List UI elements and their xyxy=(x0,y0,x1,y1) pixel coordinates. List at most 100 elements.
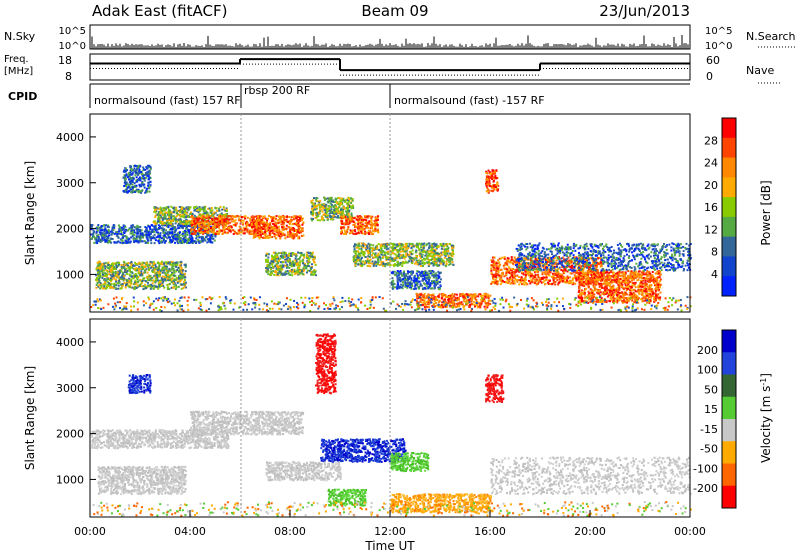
power-data-point xyxy=(346,206,349,209)
power-data-point xyxy=(145,227,148,230)
power-data-point xyxy=(254,222,257,225)
power-data-point xyxy=(138,185,141,188)
power-data-point xyxy=(340,222,343,225)
power-data-point xyxy=(126,183,129,186)
power-data-point xyxy=(306,269,309,272)
power-data-point xyxy=(154,239,157,242)
power-data-point xyxy=(183,207,186,210)
power-data-point xyxy=(157,274,160,277)
power-data-point xyxy=(213,219,216,222)
power-data-point xyxy=(222,228,225,231)
power-data-point xyxy=(123,281,126,284)
power-data-point xyxy=(292,263,295,266)
power-data-point xyxy=(166,237,169,240)
power-data-point xyxy=(438,255,441,258)
power-data-point xyxy=(370,246,373,249)
power-data-point xyxy=(329,218,332,221)
power-data-point xyxy=(290,216,293,219)
power-data-point xyxy=(265,224,268,227)
power-data-point xyxy=(131,186,134,189)
power-data-point xyxy=(258,232,261,235)
power-data-point xyxy=(115,241,118,244)
power-data-point xyxy=(101,234,104,237)
power-data-point xyxy=(163,261,166,264)
power-data-point xyxy=(195,216,198,219)
power-data-point xyxy=(141,176,144,179)
power-data-point xyxy=(105,272,108,275)
power-data-point xyxy=(332,214,335,217)
power-data-point xyxy=(299,217,302,220)
power-data-point xyxy=(214,235,217,238)
power-data-point xyxy=(161,241,164,244)
power-data-point xyxy=(134,275,137,278)
power-data-point xyxy=(177,280,180,283)
power-data-point xyxy=(142,168,145,171)
power-data-point xyxy=(367,229,370,232)
power-data-point xyxy=(159,283,162,286)
power-data-point xyxy=(366,257,369,260)
power-data-point xyxy=(121,278,124,281)
power-data-point xyxy=(183,263,186,266)
power-data-point xyxy=(122,227,125,230)
power-data-point xyxy=(145,231,148,234)
power-data-point xyxy=(441,251,444,254)
power-data-point xyxy=(139,230,142,233)
power-data-point xyxy=(98,237,101,240)
power-data-point xyxy=(159,214,162,217)
power-data-point xyxy=(336,202,339,205)
power-data-point xyxy=(154,222,157,225)
power-data-point xyxy=(191,236,194,239)
power-data-point xyxy=(246,230,249,233)
power-data-point xyxy=(402,248,405,251)
power-data-point xyxy=(180,278,183,281)
power-data-point xyxy=(162,284,165,287)
power-data-point xyxy=(155,222,158,225)
power-data-point xyxy=(136,229,139,232)
power-data-point xyxy=(141,263,144,266)
power-data-point xyxy=(165,262,168,265)
power-data-point xyxy=(109,265,112,268)
power-data-point xyxy=(129,232,132,235)
power-data-point xyxy=(215,207,218,210)
power-data-point xyxy=(101,272,104,275)
power-data-point xyxy=(142,267,145,270)
power-data-point xyxy=(99,273,102,276)
power-data-point xyxy=(157,239,160,242)
power-data-point xyxy=(406,261,409,264)
power-data-point xyxy=(234,224,237,227)
power-data-point xyxy=(200,227,203,230)
power-data-point xyxy=(360,230,363,233)
power-data-point xyxy=(177,209,180,212)
power-data-point xyxy=(376,217,379,220)
power-data-point xyxy=(286,233,289,236)
power-data-point xyxy=(184,235,187,238)
power-data-point xyxy=(397,251,400,254)
power-data-point xyxy=(252,216,255,219)
power-data-point xyxy=(242,222,245,225)
power-data-point xyxy=(129,182,132,185)
power-data-point xyxy=(143,179,146,182)
power-data-point xyxy=(350,197,353,200)
power-data-point xyxy=(115,264,118,267)
power-data-point xyxy=(184,281,187,284)
power-data-point xyxy=(156,231,159,234)
power-data-point xyxy=(99,233,102,236)
power-data-point xyxy=(166,283,169,286)
power-data-point xyxy=(177,222,180,225)
power-data-point xyxy=(332,211,335,214)
power-data-point xyxy=(184,272,187,275)
power-data-point xyxy=(197,238,200,241)
power-data-point xyxy=(138,265,141,268)
power-data-point xyxy=(179,218,182,221)
power-data-point xyxy=(126,176,129,179)
power-data-point xyxy=(109,286,112,289)
power-data-point xyxy=(286,220,289,223)
power-data-point xyxy=(258,221,261,224)
power-data-point xyxy=(279,232,282,235)
power-data-point xyxy=(202,219,205,222)
power-data-point xyxy=(156,268,159,271)
power-data-point xyxy=(197,208,200,211)
power-data-point xyxy=(146,190,149,193)
power-data-point xyxy=(158,282,161,285)
